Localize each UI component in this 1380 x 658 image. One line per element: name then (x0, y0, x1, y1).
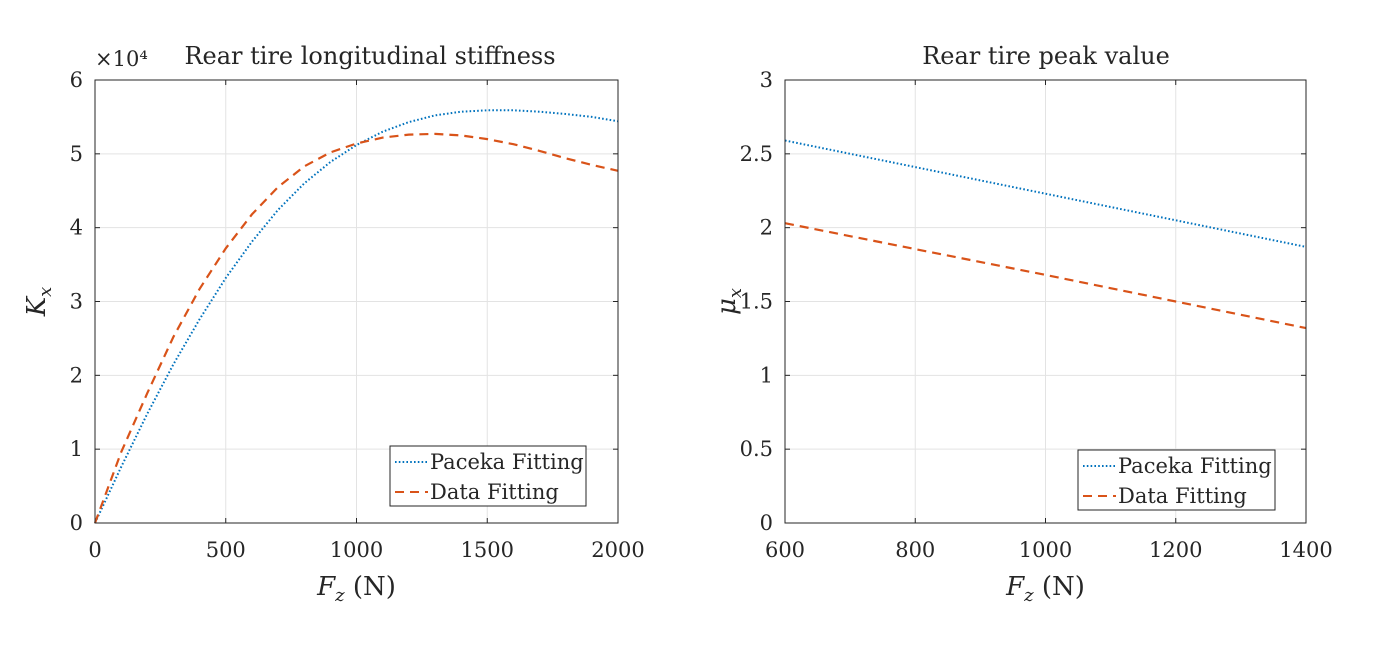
x-tick-label: 1400 (1279, 538, 1332, 562)
x-axis-label: Fz (N) (1005, 572, 1085, 606)
series-line-paceka-fitting (94, 109, 619, 524)
x-tick-label: 1000 (1019, 538, 1072, 562)
x-tick-label: 600 (765, 538, 805, 562)
axes: 600 800 1000 1200 1400 0 0.5 1 1.5 2 2.5 3 (740, 68, 1333, 562)
legend-label: Data Fitting (430, 480, 559, 504)
y-exponent-label: ×10⁴ (95, 47, 148, 71)
y-tick-label: 6 (70, 68, 83, 92)
y-tick-label: 1 (70, 437, 83, 461)
series-line-data-fitting (93, 132, 619, 524)
legend-label: Paceka Fitting (430, 450, 584, 474)
x-tick-label: 0 (88, 538, 101, 562)
x-axis-label: Fz (N) (316, 572, 396, 606)
x-tick-label: 800 (895, 538, 935, 562)
chart-peak-value: Rear tire peak value 600 800 1000 1200 1400 0… (712, 42, 1333, 606)
x-tick-label: 500 (206, 538, 246, 562)
y-tick-label: 3 (760, 68, 773, 92)
series-line-data-fitting (784, 222, 1307, 330)
y-tick-label: 0 (760, 511, 773, 535)
chart-longitudinal-stiffness: Rear tire longitudinal stiffness ×10⁴ 0 5… (22, 42, 645, 606)
y-tick-label: 1.5 (740, 290, 773, 314)
x-tick-label: 1200 (1149, 538, 1202, 562)
y-tick-label: 0.5 (740, 437, 773, 461)
series-line-paceka-fitting (784, 139, 1307, 248)
x-tick-label: 1500 (461, 538, 514, 562)
y-axis-label: Kx (22, 287, 56, 318)
x-tick-label: 2000 (591, 538, 644, 562)
legend-box (389, 445, 587, 507)
x-tick-label: 1000 (330, 538, 383, 562)
y-tick-label: 4 (70, 216, 83, 240)
axes: 0 500 1000 1500 2000 0 1 2 3 4 5 6 (70, 68, 645, 562)
y-tick-label: 1 (760, 363, 773, 387)
y-tick-label: 0 (70, 511, 83, 535)
chart-title: Rear tire peak value (922, 42, 1170, 70)
series-group (784, 139, 1307, 330)
series-group (93, 109, 619, 524)
y-axis-label: μx (712, 288, 746, 315)
legend: Paceka Fitting Data Fitting (389, 445, 587, 507)
y-tick-label: 2.5 (740, 142, 773, 166)
y-tick-label: 3 (70, 290, 83, 314)
y-tick-label: 2 (760, 216, 773, 240)
y-tick-label: 5 (70, 142, 83, 166)
y-tick-label: 2 (70, 363, 83, 387)
chart-title: Rear tire longitudinal stiffness (184, 42, 555, 70)
legend-label: Data Fitting (1118, 484, 1247, 508)
legend: Paceka Fitting Data Fitting (1077, 449, 1276, 511)
legend-box (1077, 449, 1276, 511)
legend-label: Paceka Fitting (1118, 454, 1272, 478)
